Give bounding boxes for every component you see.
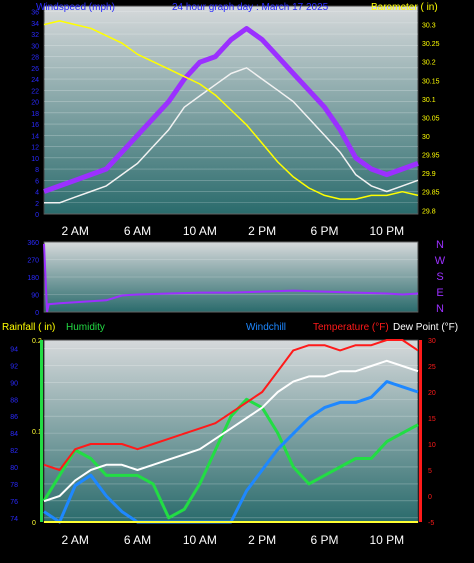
compass-label: E: [436, 287, 443, 299]
gust-series-line: [43, 26, 419, 194]
dewpoint-series-line: [43, 359, 419, 503]
windspeed-tick-label: 22: [31, 88, 39, 95]
time-tick-label: 2 AM: [61, 224, 88, 238]
direction-tick-label: 270: [27, 258, 39, 265]
windspeed-tick-label: 0: [35, 212, 39, 219]
windspeed-tick-label: 6: [35, 178, 39, 185]
temperature-tick-label: -5: [428, 520, 434, 527]
dewpoint-legend: Dew Point (°F): [393, 322, 458, 333]
rainfall-axis-title: Rainfall ( in): [2, 322, 55, 333]
temperature-legend: Temperature (°F): [313, 322, 389, 333]
windspeed-tick-label: 18: [31, 111, 39, 118]
windspeed-tick-label: 14: [31, 133, 39, 140]
windspeed-tick-label: 20: [31, 100, 39, 107]
time-tick-label: 6 AM: [124, 224, 151, 238]
temperature-tick-label: 20: [428, 390, 436, 397]
direction-tick-label: 90: [31, 293, 39, 300]
humidity-tick-label: 90: [10, 380, 18, 387]
windspeed-tick-label: 36: [31, 10, 39, 17]
temperature-tick-label: 30: [428, 338, 436, 345]
barometer-tick-label: 30.05: [422, 115, 440, 122]
compass-label: N: [436, 239, 444, 251]
humidity-tick-label: 94: [10, 346, 18, 353]
time-tick-label: 2 PM: [248, 533, 276, 547]
windspeed-tick-label: 32: [31, 32, 39, 39]
temperature-tick-label: 0: [428, 494, 432, 501]
windspeed_avg-series-line: [44, 67, 419, 204]
time-tick-label: 2 PM: [248, 224, 276, 238]
humidity-tick-label: 88: [10, 397, 18, 404]
direction-tick-label: 180: [27, 275, 39, 282]
rainfall-tick-label: 0: [32, 520, 36, 527]
rainfall-tick-label: 0.2: [32, 338, 42, 345]
windspeed-tick-label: 16: [31, 122, 39, 129]
time-tick-label: 10 PM: [369, 224, 404, 238]
time-tick-label: 6 AM: [124, 533, 151, 547]
barometer-tick-label: 29.95: [422, 153, 440, 160]
humidity-tick-label: 82: [10, 448, 18, 455]
temperature-axis-bar: [419, 340, 422, 522]
time-tick-label: 10 AM: [183, 224, 217, 238]
windspeed-tick-label: 12: [31, 145, 39, 152]
temperature-tick-label: 25: [428, 364, 436, 371]
windspeed-tick-label: 10: [31, 156, 39, 163]
humidity-tick-label: 80: [10, 465, 18, 472]
temperature-series-line: [43, 339, 419, 471]
windspeed-tick-label: 30: [31, 43, 39, 50]
compass-label: W: [435, 255, 446, 267]
barometer-tick-label: 30.25: [422, 41, 440, 48]
windspeed-tick-label: 26: [31, 66, 39, 73]
barometer-tick-label: 29.85: [422, 190, 440, 197]
time-tick-label: 10 AM: [183, 533, 217, 547]
windspeed-tick-label: 2: [35, 201, 39, 208]
humidity-tick-label: 76: [10, 499, 18, 506]
time-tick-label: 6 PM: [310, 224, 338, 238]
barometer-tick-label: 29.8: [422, 208, 436, 215]
time-tick-label: 6 PM: [310, 533, 338, 547]
time-tick-label: 2 AM: [61, 533, 88, 547]
temperature-tick-label: 15: [428, 416, 436, 423]
compass-label: S: [436, 271, 443, 283]
windspeed-tick-label: 8: [35, 167, 39, 174]
direction-tick-label: 0: [35, 310, 39, 317]
humidity-tick-label: 86: [10, 414, 18, 421]
windspeed-tick-label: 24: [31, 77, 39, 84]
humidity-tick-label: 92: [10, 363, 18, 370]
rainfall-tick-label: 0.1: [32, 429, 42, 436]
windspeed-axis-title: Windspeed (mph): [36, 2, 115, 13]
barometer-tick-label: 29.9: [422, 171, 436, 178]
graph-title: 24 hour graph day : March 17 2025: [172, 2, 329, 13]
compass-label: N: [436, 303, 444, 315]
temperature-tick-label: 10: [428, 442, 436, 449]
temperature-tick-label: 5: [428, 468, 432, 475]
direction-series-line: [43, 243, 419, 313]
barometer-axis-title: Barometer ( in): [371, 2, 438, 13]
barometer-tick-label: 30.1: [422, 97, 436, 104]
humidity-series-line: [42, 397, 419, 520]
temp-panel-plot: [43, 339, 419, 523]
humidity-tick-label: 78: [10, 482, 18, 489]
barometer-series-line: [43, 20, 419, 200]
humidity-tick-label: 84: [10, 431, 18, 438]
windspeed-tick-label: 34: [31, 21, 39, 28]
humidity-tick-label: 74: [10, 516, 18, 523]
humidity-axis-title: Humidity: [66, 322, 105, 333]
barometer-tick-label: 30.15: [422, 78, 440, 85]
windchill-legend: Windchill: [246, 322, 286, 333]
windspeed-tick-label: 28: [31, 55, 39, 62]
windspeed-tick-label: 4: [35, 190, 39, 197]
barometer-tick-label: 30.3: [422, 23, 436, 30]
humidity-axis-bar: [40, 340, 43, 522]
time-tick-label: 10 PM: [369, 533, 404, 547]
barometer-tick-label: 30: [422, 134, 430, 141]
barometer-tick-label: 30.2: [422, 60, 436, 67]
direction-tick-label: 360: [27, 240, 39, 247]
